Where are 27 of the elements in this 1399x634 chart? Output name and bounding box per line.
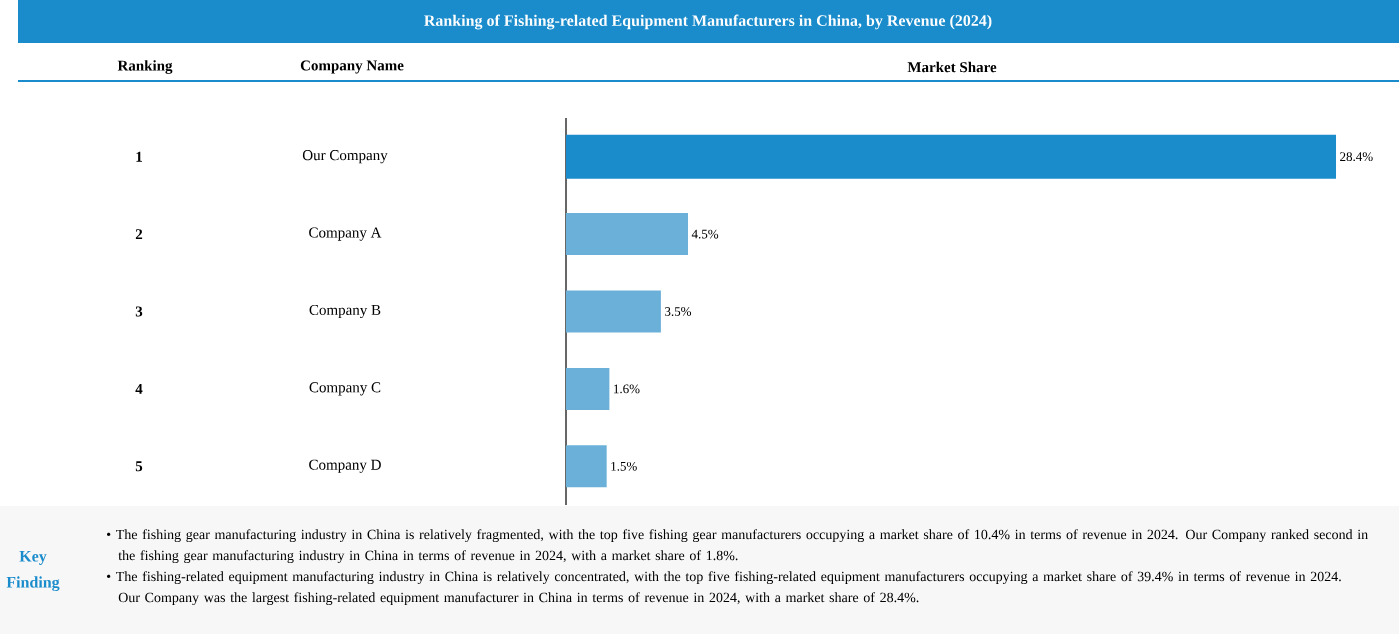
data-label: 1.5% <box>611 461 637 471</box>
y-tick-label: Company A <box>309 227 382 241</box>
chart-title: Ranking of Fishing-related Equipment Manufacturers in China, by Revenue (2024) <box>424 14 992 30</box>
y-tick-label: Our Company <box>302 150 388 164</box>
bar <box>566 290 661 333</box>
bar <box>566 445 607 488</box>
text: Market Share <box>907 61 997 73</box>
text: • The fishing gear manufacturing industry in China is relatively fragmented, with the top five fishing gear manufacturers occupying a market share of 10.4% in terms of revenue in 2024. Our Company ranked second in the fishing gear manufacturing industry in China in terms of revenue in 2024, with a market share of 1.8%. <box>106 529 1368 564</box>
text: 5 <box>135 461 143 472</box>
y-tick-label: Company B <box>309 304 381 319</box>
bar <box>566 213 689 256</box>
bar <box>566 367 610 410</box>
data-label: 4.5% <box>691 229 719 239</box>
text: Key Finding <box>6 551 60 591</box>
text: Company Name <box>300 60 404 74</box>
text: 3 <box>135 306 143 317</box>
data-label: 28.4% <box>1340 152 1373 162</box>
text: Ranking <box>117 60 173 74</box>
y-tick-label: Company C <box>309 382 381 396</box>
data-label: 3.5% <box>665 307 692 316</box>
text: 2 <box>135 229 143 240</box>
text: 1 <box>136 151 142 162</box>
bar <box>566 134 1337 179</box>
data-label: 1.6% <box>614 384 640 394</box>
text: 4 <box>135 383 143 394</box>
text: • The fishing-related equipment manufacturing industry in China is relatively concentrated, with the top five fishing-related equipment manufacturers occupying a market share of 39.4% in terms of revenue in 2024. Our Company was the largest fishing-related equipment manufacturer in China in terms of revenue in 2024, with a market share of 28.4%. <box>106 571 1341 606</box>
y-tick-label: Company D <box>309 459 381 473</box>
